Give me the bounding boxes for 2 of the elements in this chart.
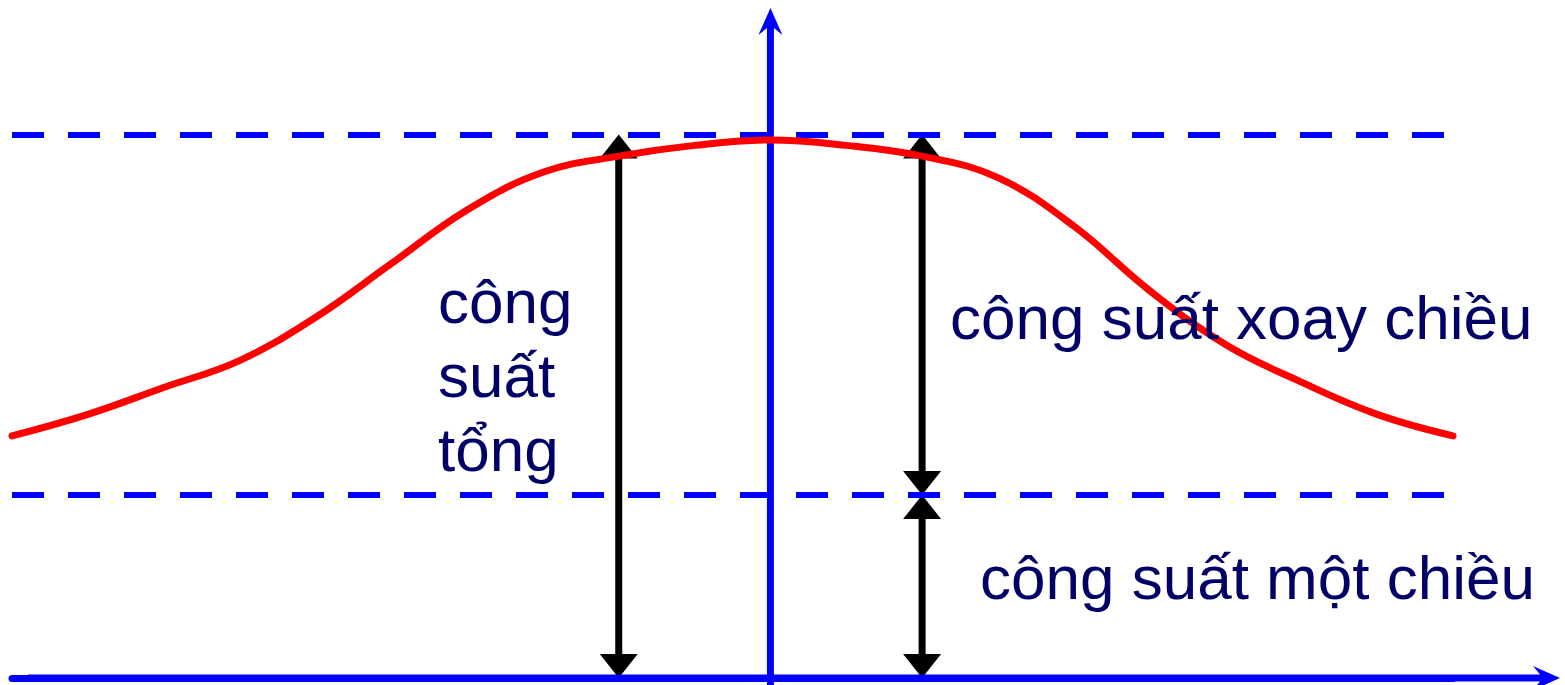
annotation: công suất một chiều (980, 542, 1535, 614)
annotation: công suất tổng (438, 266, 573, 486)
